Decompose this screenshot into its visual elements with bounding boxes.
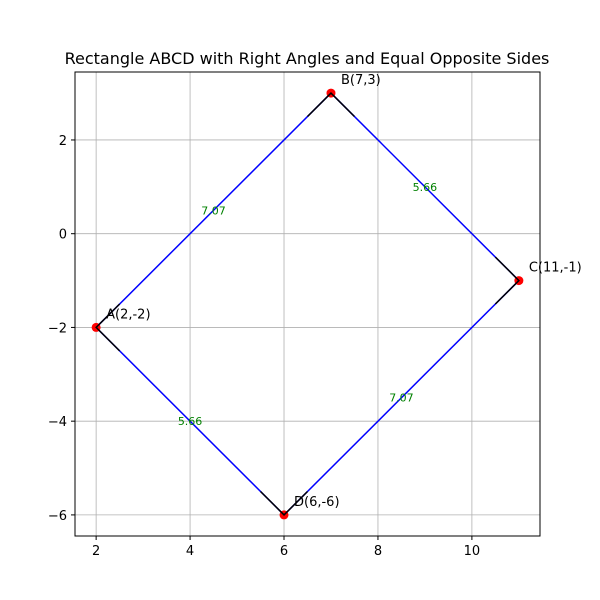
x-tick-label: 8 xyxy=(374,544,382,559)
right-angle-markers xyxy=(95,92,520,516)
right-angle-marker-a xyxy=(95,303,121,352)
vertex-label-d: D(6,-6) xyxy=(294,495,340,510)
edge-cd xyxy=(283,280,520,516)
x-tick-label: 4 xyxy=(186,544,194,559)
chart-title: Rectangle ABCD with Right Angles and Equ… xyxy=(65,49,550,68)
vertex-label-c: C(11,-1) xyxy=(529,261,582,276)
y-tick-label: −2 xyxy=(48,321,67,336)
y-tick-label: −4 xyxy=(48,415,67,430)
side-length-label: 5.66 xyxy=(178,415,203,428)
x-tick-label: 2 xyxy=(92,544,100,559)
right-angle-marker-b xyxy=(306,92,355,118)
right-angle-marker-c xyxy=(494,256,520,305)
y-tick-label: −6 xyxy=(48,509,67,524)
edge-bc xyxy=(330,92,520,282)
edge-ab xyxy=(95,92,332,328)
edge-da xyxy=(95,326,285,516)
axes: 2 4 6 8 10 2 0 −2 −4 −6 xyxy=(48,71,541,559)
side-length-label: 7.07 xyxy=(201,204,226,217)
grid xyxy=(75,72,540,536)
plot-frame xyxy=(74,71,541,537)
vertex-label-b: B(7,3) xyxy=(341,73,381,88)
y-tick-label: 2 xyxy=(59,134,67,149)
x-tick-label: 10 xyxy=(464,544,481,559)
side-length-label: 5.66 xyxy=(413,181,438,194)
vertex-label-a: A(2,-2) xyxy=(106,307,150,322)
x-tick-label: 6 xyxy=(280,544,288,559)
annotations: 7.07 5.66 7.07 5.66 A(2,-2) B(7,3) C(11,-1) D(6… xyxy=(106,73,582,510)
y-tick-label: 0 xyxy=(59,228,67,243)
right-angle-marker-d xyxy=(260,490,309,516)
side-length-label: 7.07 xyxy=(389,392,414,405)
